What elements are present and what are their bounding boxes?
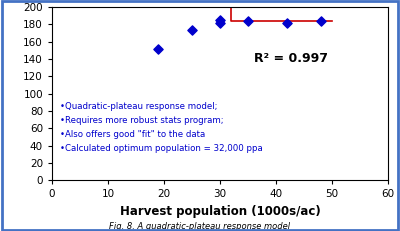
Text: •Calculated optimum population = 32,000 ppa: •Calculated optimum population = 32,000 … <box>60 144 263 153</box>
Point <box>245 19 251 23</box>
Text: Fig. 8. A quadratic-plateau response model: Fig. 8. A quadratic-plateau response mod… <box>110 222 290 231</box>
Point <box>318 19 324 23</box>
Point <box>217 21 223 24</box>
Text: •Quadratic-plateau response model;: •Quadratic-plateau response model; <box>60 102 218 111</box>
Point <box>217 18 223 22</box>
Point <box>155 47 162 50</box>
Text: •Also offers good "fit" to the data: •Also offers good "fit" to the data <box>60 130 206 139</box>
Point <box>284 21 290 24</box>
Text: •Requires more robust stats program;: •Requires more robust stats program; <box>60 116 224 125</box>
Point <box>189 28 195 32</box>
X-axis label: Harvest population (1000s/ac): Harvest population (1000s/ac) <box>120 205 320 218</box>
Text: R² = 0.997: R² = 0.997 <box>254 52 328 65</box>
